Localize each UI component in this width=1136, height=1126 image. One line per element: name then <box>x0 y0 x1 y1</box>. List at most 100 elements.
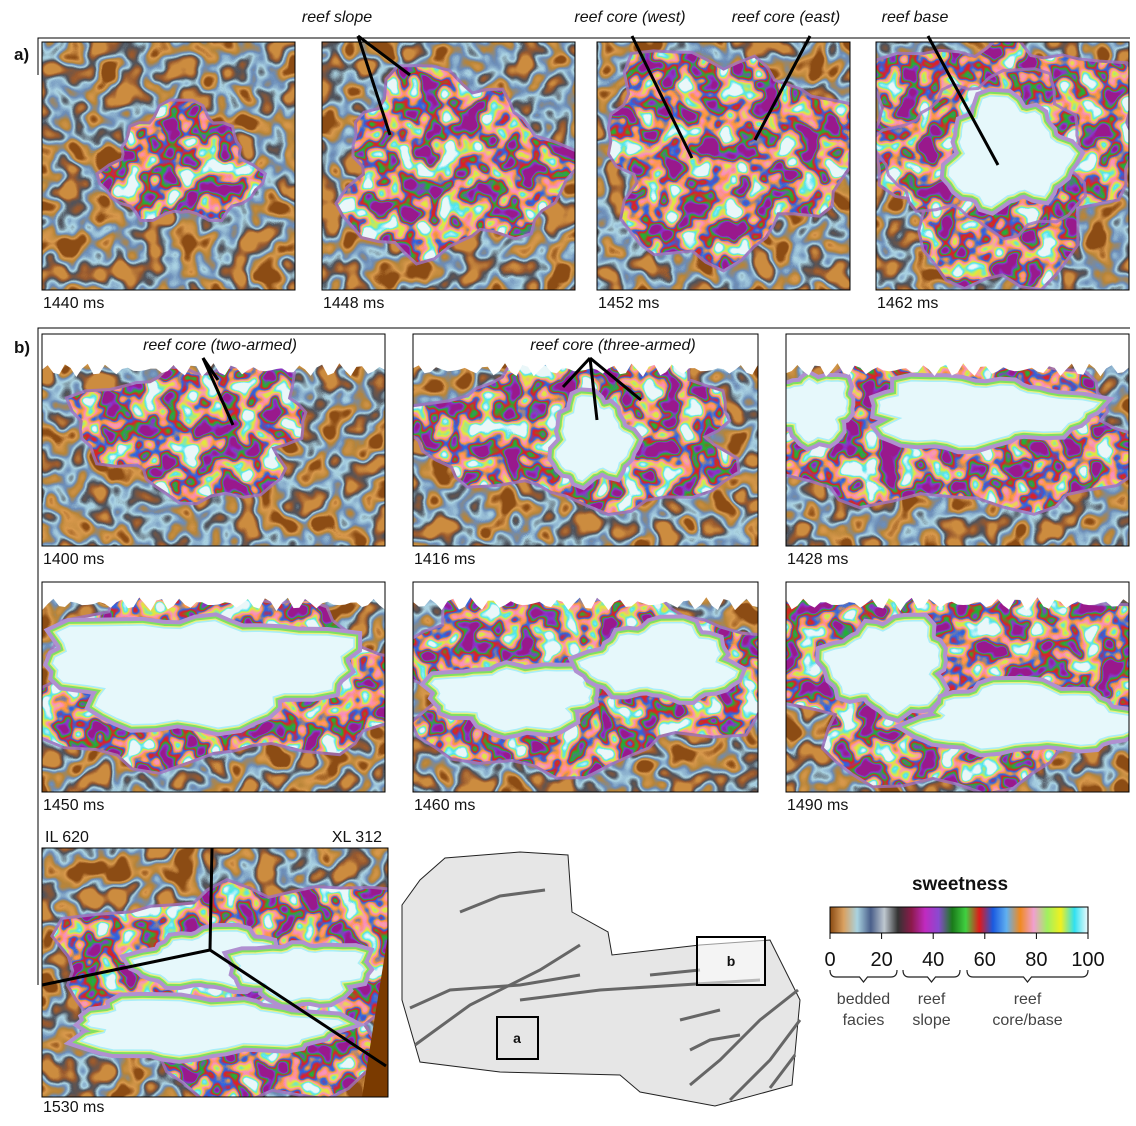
annotation: reef core (two-armed) <box>143 337 297 354</box>
slice-panel: 1452 ms <box>596 41 851 312</box>
group-label: core/base <box>992 1012 1062 1029</box>
leader <box>356 35 392 136</box>
frame-a <box>37 37 1130 75</box>
slice-image <box>876 42 1129 290</box>
group-label: reef <box>1014 991 1042 1008</box>
slice-border <box>596 41 851 291</box>
leader <box>201 357 235 426</box>
slice-image <box>42 334 385 546</box>
reef-core <box>79 999 348 1057</box>
leader <box>357 34 411 77</box>
faults <box>409 888 802 1102</box>
above-horizon <box>786 334 1129 377</box>
location-box <box>696 936 766 986</box>
slice-image <box>786 582 1129 792</box>
leaders <box>201 34 1000 426</box>
box-label: b <box>727 953 736 969</box>
slice-time: 1440 ms <box>43 295 104 312</box>
fault <box>728 1019 802 1102</box>
leader <box>630 35 694 159</box>
reef-core <box>908 683 1129 751</box>
slice-panel: 1428 ms <box>785 333 1130 568</box>
slice-image <box>597 42 850 290</box>
fault <box>768 1054 797 1089</box>
slice-panel: 1416 ms <box>412 333 759 568</box>
reef-core <box>877 380 1101 447</box>
colorbar: sweetness 0 20 40 60 80 100 bedded facies reef sl… <box>824 874 1104 1029</box>
annotation: reef core (east) <box>732 9 840 26</box>
annotation: reef core (west) <box>574 9 685 26</box>
slice-time: 1452 ms <box>598 295 659 312</box>
leader <box>588 357 599 421</box>
group-label: facies <box>843 1012 885 1029</box>
slice-time: 1448 ms <box>323 295 384 312</box>
panel-label: b) <box>14 338 30 357</box>
slice-panel: 1530 ms <box>41 847 389 1116</box>
fault <box>689 1033 741 1052</box>
slice-border <box>41 41 296 291</box>
slice-border <box>321 41 576 291</box>
annotation: reef core (three-armed) <box>530 337 695 354</box>
slice-border <box>41 847 389 1098</box>
reef-core <box>51 619 355 730</box>
group-label: bedded <box>837 991 890 1008</box>
section-line <box>208 847 214 951</box>
leader <box>201 357 220 381</box>
slice-panel: 1462 ms <box>875 41 1130 312</box>
slice-panel: 1448 ms <box>321 41 576 312</box>
reef-core <box>822 619 942 716</box>
reef-core <box>232 947 366 1002</box>
slice-image <box>42 848 388 1097</box>
slice-border <box>412 333 759 547</box>
frame-lines <box>37 37 1130 985</box>
slice-panel: 1450 ms <box>41 581 386 814</box>
reef-core <box>429 667 593 733</box>
group-label: reef <box>918 991 946 1008</box>
slice-image <box>413 334 758 546</box>
above-horizon <box>413 582 758 611</box>
location-box <box>496 1016 539 1060</box>
section-line <box>41 948 211 987</box>
slice-panel: 1460 ms <box>412 581 759 814</box>
slice-panel: 1400 ms <box>41 333 386 568</box>
reef-core <box>577 621 739 698</box>
slice-time: 1460 ms <box>414 797 475 814</box>
above-horizon <box>42 582 385 611</box>
leader <box>561 356 592 389</box>
reef-core <box>554 394 636 483</box>
colorbar-tick-label: 100 <box>1071 949 1104 971</box>
slice-time: 1400 ms <box>43 551 104 568</box>
colorbar-tick-label: 40 <box>922 949 944 971</box>
panel-label: a) <box>14 45 29 64</box>
slice-image <box>42 42 295 290</box>
slice-panel: 1440 ms <box>41 41 296 312</box>
leader <box>753 35 812 141</box>
colorbar-tick-label: 20 <box>870 949 892 971</box>
location-map: a b <box>401 851 802 1107</box>
slice-time: 1428 ms <box>787 551 848 568</box>
slice-image <box>413 582 758 792</box>
group-bracket <box>902 969 961 983</box>
colorbar-title: sweetness <box>912 874 1008 895</box>
basement <box>362 935 388 1097</box>
group-bracket <box>829 969 898 983</box>
colorbar-ramp <box>829 906 1089 934</box>
fault <box>689 988 799 1087</box>
slice-panel: 1490 ms <box>785 581 1130 814</box>
slice-image <box>786 334 1129 546</box>
leader <box>589 356 642 402</box>
leader <box>926 35 1000 166</box>
fault <box>649 968 701 977</box>
colorbar-tick-label: 80 <box>1025 949 1047 971</box>
slice-border <box>41 581 386 793</box>
reef-core <box>947 95 1077 208</box>
section-line <box>209 948 387 1068</box>
slice-time: 1416 ms <box>414 551 475 568</box>
annotation: reef slope <box>302 9 372 26</box>
above-horizon <box>42 334 385 377</box>
above-horizon <box>786 582 1129 611</box>
slice-border <box>875 41 1130 291</box>
box-label: a <box>513 1030 521 1046</box>
fault <box>459 888 546 914</box>
